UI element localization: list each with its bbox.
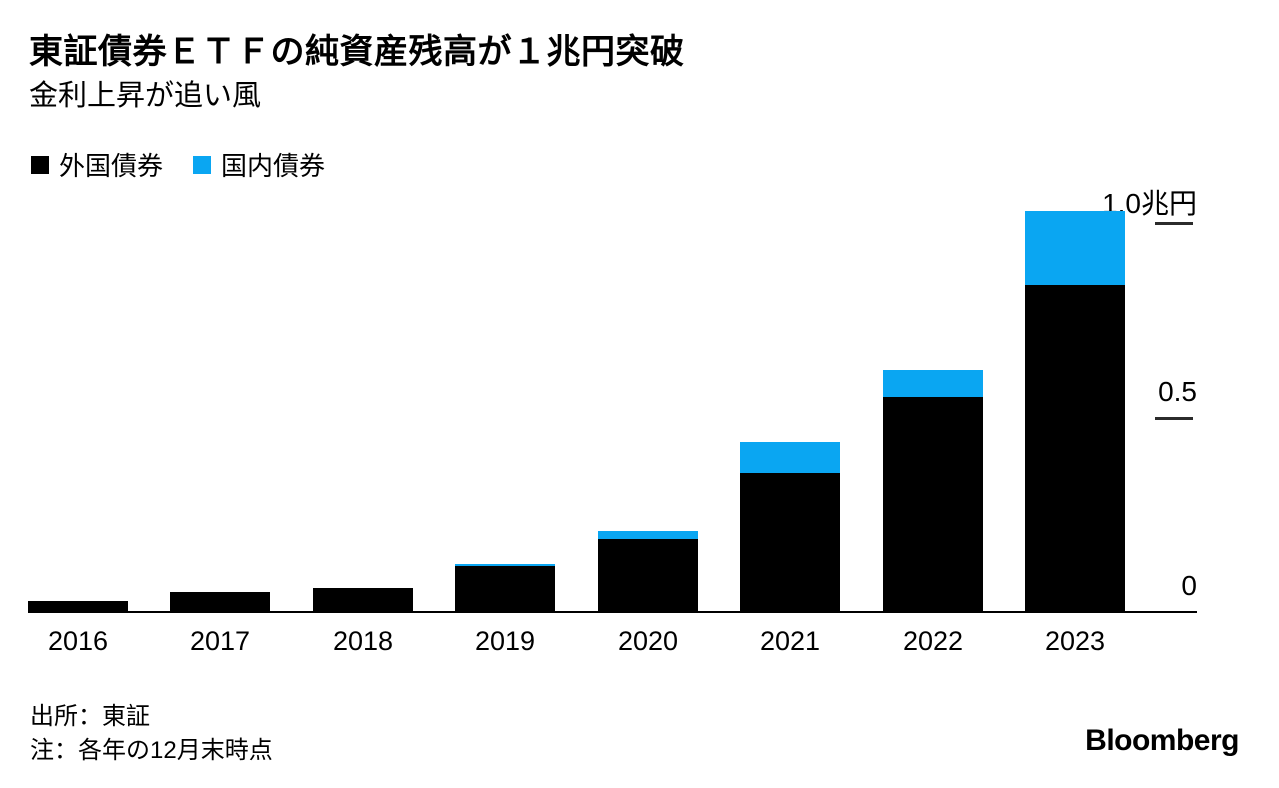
source-text: 出所：東証 — [30, 703, 150, 730]
legend-label-domestic-bonds: 国内債券 — [221, 151, 326, 181]
x-axis-label-2018: 2018 — [332, 626, 394, 656]
bar-domestic-2022 — [883, 370, 983, 397]
x-axis-label-2016: 2016 — [47, 626, 109, 656]
x-axis-label-2023: 2023 — [1044, 626, 1106, 656]
bar-foreign-2016 — [28, 601, 128, 613]
y-tick-mark-1-0 — [1155, 222, 1193, 225]
bar-domestic-2019 — [455, 564, 555, 566]
bar-foreign-2021 — [740, 473, 840, 613]
chart-subtitle: 金利上昇が追い風 — [29, 80, 262, 112]
bar-domestic-2020 — [598, 531, 698, 539]
bar-foreign-2020 — [598, 539, 698, 613]
bar-foreign-2022 — [883, 397, 983, 613]
y-tick-mark-0-5 — [1155, 417, 1193, 420]
note-text: 注：各年の12月末時点 — [30, 737, 273, 764]
legend-swatch-foreign-bonds — [31, 155, 49, 174]
chart-title: 東証債券ＥＴＦの純資産残高が１兆円突破 — [29, 33, 685, 71]
bar-foreign-2017 — [170, 592, 270, 613]
bloomberg-logo: Bloomberg — [1085, 724, 1239, 757]
x-axis-label-2017: 2017 — [189, 626, 251, 656]
legend-swatch-domestic-bonds — [193, 155, 212, 174]
y-axis-label-0-5: 0.5 — [1158, 376, 1197, 407]
source-note: 出所：東証 注：各年の12月末時点 — [30, 700, 273, 768]
bar-domestic-2021 — [740, 442, 840, 473]
x-axis-label-2021: 2021 — [759, 626, 821, 656]
y-axis-label-0: 0 — [1181, 570, 1197, 601]
legend-item-domestic-bonds: 国内債券 — [193, 146, 325, 183]
bar-foreign-2023 — [1025, 285, 1125, 613]
bar-foreign-2018 — [313, 588, 413, 613]
legend-label-foreign-bonds: 外国債券 — [59, 151, 164, 181]
x-axis-label-2020: 2020 — [617, 626, 679, 656]
legend: 外国債券 国内債券 — [31, 146, 325, 183]
legend-item-foreign-bonds: 外国債券 — [31, 146, 163, 183]
bar-domestic-2023 — [1025, 211, 1125, 285]
x-axis-label-2019: 2019 — [474, 626, 536, 656]
bar-foreign-2019 — [455, 566, 555, 613]
x-axis-label-2022: 2022 — [902, 626, 964, 656]
